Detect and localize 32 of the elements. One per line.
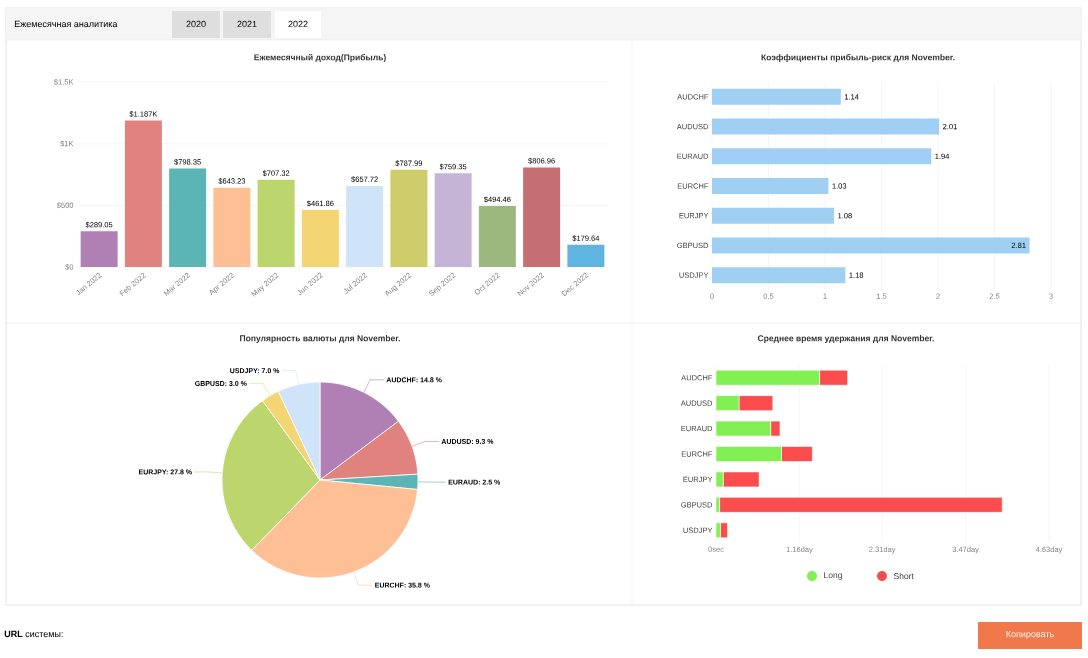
- bar: [712, 207, 835, 224]
- bar: [80, 231, 118, 267]
- bar: [213, 187, 251, 267]
- bar: [301, 210, 339, 267]
- bar: [712, 88, 841, 105]
- chart-title: Среднее время удержания для November.: [757, 335, 934, 343]
- bar: [124, 120, 162, 267]
- text: Ежемесячная аналитика: [14, 20, 118, 28]
- text: 2021: [237, 20, 257, 28]
- text: 2020: [186, 20, 206, 28]
- text: Копировать: [1006, 630, 1054, 640]
- chart-title: Ежемесячный доход(Прибыль): [254, 53, 386, 63]
- bar: [712, 178, 829, 194]
- chart-title: Коэффициенты прибыль-риск для November.: [761, 53, 955, 62]
- text: URL системы:: [4, 630, 63, 638]
- bar: [523, 167, 561, 267]
- legend-label: Short: [893, 572, 914, 580]
- bar: [169, 168, 207, 267]
- bar: [712, 118, 940, 135]
- bar: [719, 497, 1003, 513]
- bar: [434, 173, 472, 267]
- bar: [390, 169, 428, 267]
- bar: [712, 267, 846, 284]
- legend-label: Long: [824, 572, 842, 580]
- bar: [712, 148, 932, 165]
- bar: [478, 206, 516, 267]
- bar: [346, 185, 384, 267]
- bar: [567, 244, 605, 267]
- chart-title: Популярность валюты для November.: [240, 335, 400, 343]
- bar: [712, 237, 1030, 254]
- bar: [257, 179, 295, 267]
- text: 2022: [288, 20, 308, 28]
